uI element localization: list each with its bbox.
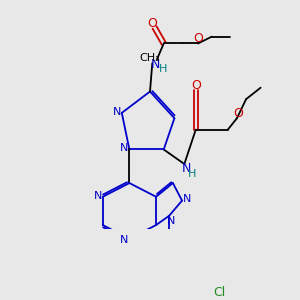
Text: CH₃: CH₃ [140, 53, 160, 63]
Text: O: O [193, 32, 203, 45]
Text: Cl: Cl [214, 286, 226, 299]
Text: H: H [188, 169, 196, 178]
Text: N: N [167, 216, 176, 226]
Text: O: O [233, 107, 243, 120]
Text: N: N [120, 235, 129, 245]
Text: N: N [151, 58, 160, 71]
Text: N: N [183, 194, 191, 205]
Text: O: O [191, 79, 201, 92]
Text: N: N [112, 107, 121, 117]
Text: O: O [147, 17, 157, 30]
Text: N: N [182, 162, 191, 175]
Text: N: N [94, 190, 102, 201]
Text: N: N [120, 143, 129, 153]
Text: H: H [158, 64, 167, 74]
